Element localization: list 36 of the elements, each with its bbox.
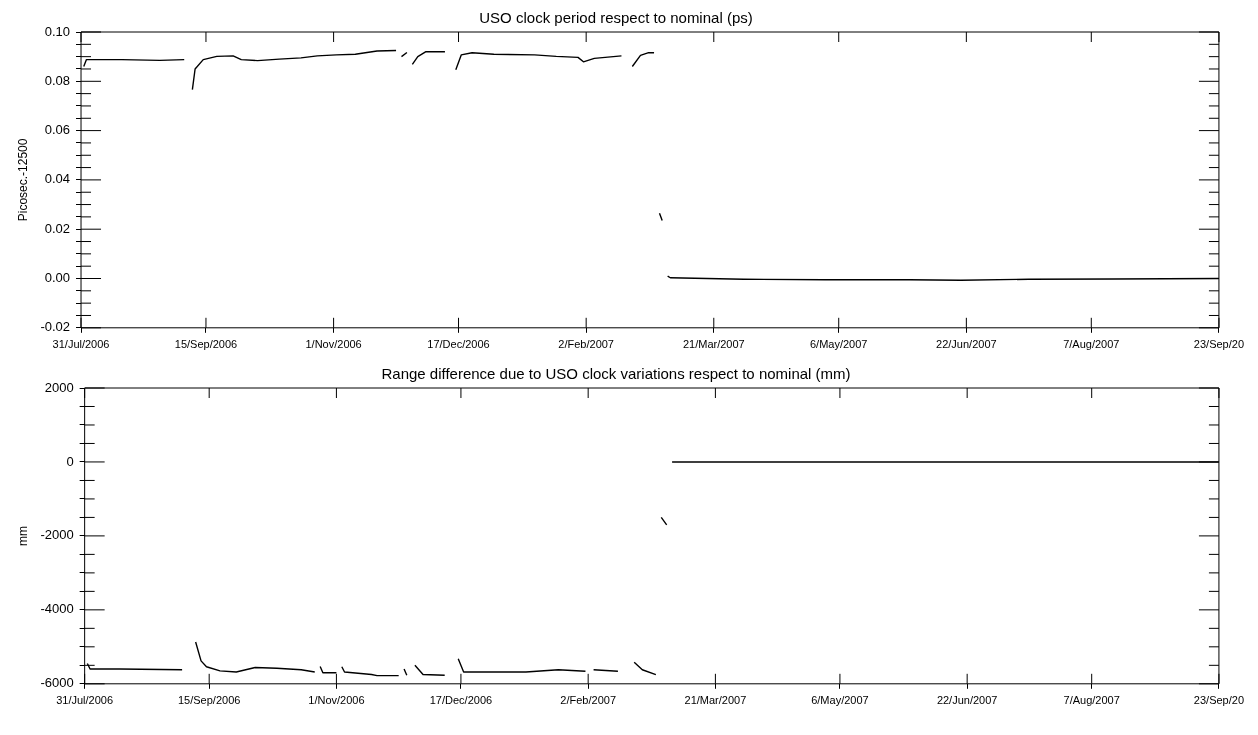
x-tick-label: 6/May/2007 xyxy=(811,694,869,707)
y-tick-label: 2000 xyxy=(44,379,74,395)
x-tick-label: 31/Jul/2006 xyxy=(52,338,110,351)
x-tick-label: 23/Sep/20 xyxy=(1193,338,1244,351)
x-tick-label: 1/Nov/2006 xyxy=(305,338,362,351)
y-tick-label: -4000 xyxy=(40,601,74,617)
y-axis-title: mm xyxy=(15,525,30,546)
x-tick-label: 22/Jun/2007 xyxy=(936,338,997,351)
x-tick-label: 6/May/2007 xyxy=(809,338,868,351)
y-tick-label: -0.02 xyxy=(40,319,71,335)
y-tick-label: 0.00 xyxy=(44,270,71,286)
y-tick-label: 0 xyxy=(66,453,74,469)
y-tick-label: 0.10 xyxy=(44,23,71,39)
y-tick-label: -2000 xyxy=(40,527,74,543)
x-tick-label: 21/Mar/2007 xyxy=(682,338,745,351)
x-tick-label: 2/Feb/2007 xyxy=(558,338,614,351)
x-tick-label: 17/Dec/2006 xyxy=(427,338,490,351)
y-tick-label: 0.02 xyxy=(44,220,71,236)
x-tick-label: 7/Aug/2007 xyxy=(1063,694,1120,707)
x-tick-label: 15/Sep/2006 xyxy=(174,338,238,351)
y-tick-label: 0.06 xyxy=(44,122,71,138)
x-tick-label: 23/Sep/20 xyxy=(1193,694,1244,707)
x-tick-label: 2/Feb/2007 xyxy=(560,694,616,707)
y-tick-label: 0.04 xyxy=(44,171,71,187)
x-tick-label: 17/Dec/2006 xyxy=(429,694,493,707)
x-tick-label: 22/Jun/2007 xyxy=(936,694,998,707)
chart-title: Range difference due to USO clock variations respect to nominal (mm) xyxy=(381,365,851,383)
y-axis-title: Picosec.-12500 xyxy=(15,138,30,222)
x-tick-label: 21/Mar/2007 xyxy=(684,694,747,707)
x-tick-label: 1/Nov/2006 xyxy=(308,694,365,707)
x-tick-label: 15/Sep/2006 xyxy=(177,694,241,707)
chart-title: USO clock period respect to nominal (ps) xyxy=(479,9,753,27)
y-tick-label: -6000 xyxy=(40,675,74,691)
x-tick-label: 31/Jul/2006 xyxy=(56,694,114,707)
x-tick-label: 7/Aug/2007 xyxy=(1063,338,1120,351)
y-tick-label: 0.08 xyxy=(44,72,71,88)
